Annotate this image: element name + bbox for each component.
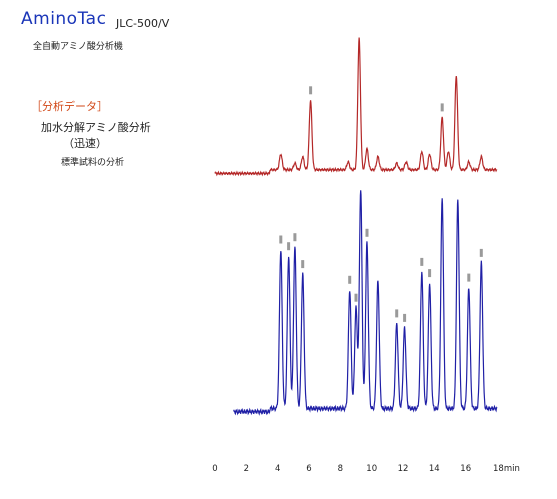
- x-tick-label: 14: [429, 464, 440, 474]
- section-label: ［分析データ］: [31, 100, 108, 113]
- lower-peak-marker-2: [293, 233, 297, 242]
- lower-peak-marker-5: [354, 293, 358, 302]
- analysis-title: 加水分解アミノ酸分析: [41, 121, 151, 134]
- x-tick-label: 16: [460, 464, 471, 474]
- x-tick-label: 4: [275, 464, 280, 474]
- lower-trace-line: [233, 190, 498, 416]
- lower-peak-marker-9: [395, 309, 399, 318]
- lower-peak-marker-3: [301, 260, 305, 269]
- lower-peak-marker-1: [287, 242, 291, 251]
- x-tick-labels: 0 2 4 6 8 10 12 14 16 18min: [212, 464, 520, 474]
- x-tick-label: 6: [306, 464, 311, 474]
- lower-peak-marker-7: [365, 228, 369, 237]
- x-tick-label: 8: [338, 464, 343, 474]
- x-tick-label: 12: [398, 464, 409, 474]
- x-tick-label: 0: [212, 464, 217, 474]
- lower-peak-marker-15: [467, 273, 471, 282]
- upper-trace-line: [214, 37, 498, 177]
- lower-peak-marker-16: [479, 248, 483, 257]
- peak-marker-group: [279, 86, 483, 322]
- product-tagline: 全自動アミノ酸分析機: [33, 42, 123, 52]
- lower-peak-marker-4: [348, 275, 352, 284]
- lower-peak-marker-12: [428, 269, 432, 278]
- lower-peak-marker-10: [403, 313, 407, 322]
- lower-peak-marker-0: [279, 235, 283, 244]
- brand-title: AminoTac: [21, 9, 107, 29]
- x-tick-label: 18min: [493, 464, 520, 474]
- analysis-subtitle: （迅速）: [63, 137, 107, 150]
- model-number: JLC-500/V: [116, 17, 170, 30]
- x-tick-label: 2: [244, 464, 249, 474]
- x-tick-label: 10: [366, 464, 377, 474]
- trace-group: [214, 37, 498, 416]
- lower-peak-marker-11: [420, 257, 424, 266]
- sample-note: 標準試料の分析: [61, 158, 125, 168]
- upper-peak-marker-12: [440, 103, 444, 112]
- upper-peak-marker-3: [309, 86, 313, 95]
